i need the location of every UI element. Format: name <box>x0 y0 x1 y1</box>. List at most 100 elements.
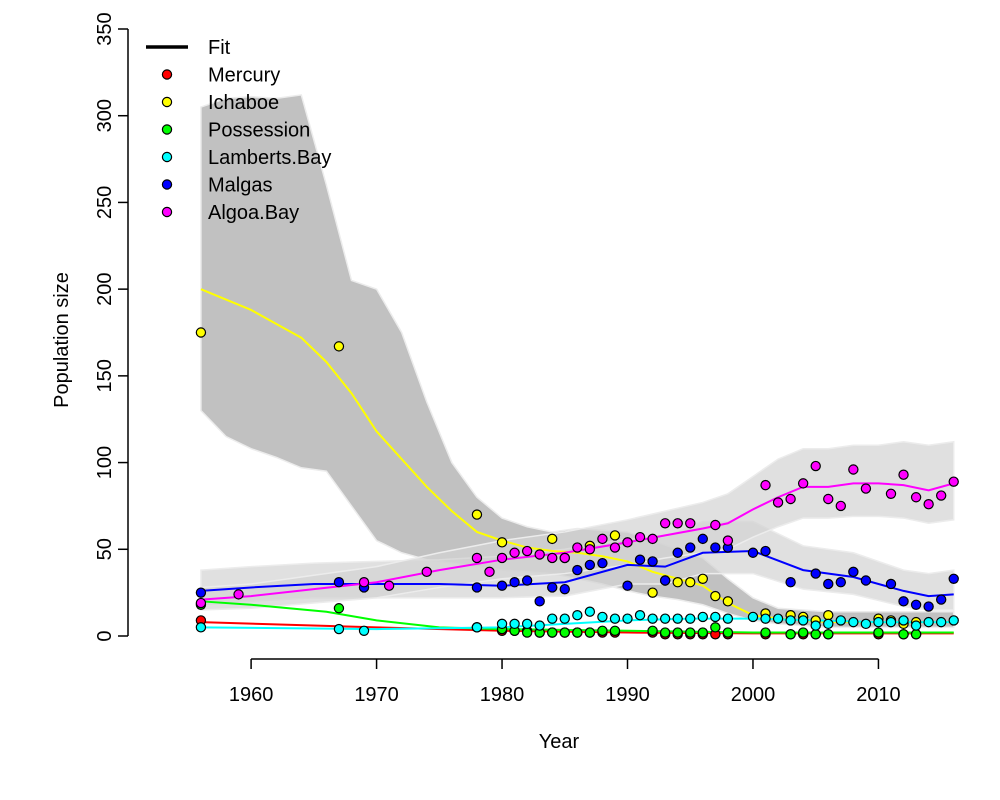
y-tick-label: 200 <box>94 272 116 305</box>
point-lamberts-bay <box>710 611 721 623</box>
point-possession <box>810 629 821 640</box>
point-malgas <box>910 599 922 610</box>
point-lamberts-bay <box>659 613 671 624</box>
point-possession <box>559 627 570 638</box>
point-algoa-bay <box>609 542 621 553</box>
point-lamberts-bay <box>785 615 796 626</box>
legend-label-algoa-bay: Algoa.Bay <box>208 202 299 224</box>
point-algoa-bay <box>534 549 545 560</box>
point-algoa-bay <box>860 483 872 494</box>
x-axis-title: Year <box>539 731 580 753</box>
point-lamberts-bay <box>195 622 207 633</box>
point-possession <box>823 629 834 640</box>
point-algoa-bay <box>584 544 596 555</box>
point-lamberts-bay <box>948 615 959 626</box>
point-ichaboe <box>722 596 734 607</box>
point-algoa-bay <box>772 497 784 508</box>
point-lamberts-bay <box>835 615 847 626</box>
legend-marker-ichaboe <box>161 96 173 108</box>
point-lamberts-bay <box>860 618 872 630</box>
x-tick-label: 1980 <box>480 684 525 706</box>
point-possession <box>572 627 583 638</box>
point-lamberts-bay <box>521 618 533 630</box>
point-lamberts-bay <box>534 620 545 631</box>
point-possession <box>697 627 708 638</box>
point-algoa-bay <box>634 531 646 543</box>
point-ichaboe <box>685 577 696 588</box>
point-malgas <box>923 601 934 612</box>
point-possession <box>710 622 721 633</box>
point-algoa-bay <box>835 500 847 512</box>
axes: 1960 1970 1980 1990 2000 2010 0 50 100 150 200 250 3… <box>94 12 901 706</box>
point-ichaboe <box>647 587 658 598</box>
point-ichaboe <box>697 573 708 584</box>
x-tick-label: 2010 <box>856 684 901 706</box>
point-lamberts-bay <box>333 623 345 635</box>
point-malgas <box>634 554 646 565</box>
point-lamberts-bay <box>584 606 596 617</box>
point-possession <box>873 627 884 638</box>
point-possession <box>659 627 671 638</box>
point-lamberts-bay <box>923 616 934 628</box>
point-algoa-bay <box>233 589 244 600</box>
x-tick-label: 1960 <box>229 684 274 706</box>
point-algoa-bay <box>672 518 683 529</box>
point-algoa-bay <box>760 479 771 491</box>
point-malgas <box>710 542 721 553</box>
point-algoa-bay <box>823 493 834 505</box>
y-tick-label: 100 <box>94 446 116 479</box>
point-lamberts-bay <box>572 609 583 621</box>
point-algoa-bay <box>572 542 583 553</box>
point-lamberts-bay <box>760 613 771 624</box>
point-algoa-bay <box>559 552 570 564</box>
point-malgas <box>496 580 508 591</box>
point-lamberts-bay <box>797 615 809 626</box>
x-tick-label: 2000 <box>731 684 776 706</box>
point-algoa-bay <box>496 552 508 564</box>
point-possession <box>898 629 909 640</box>
point-possession <box>797 627 809 638</box>
point-malgas <box>659 575 671 586</box>
point-algoa-bay <box>358 577 370 588</box>
y-tick-label: 0 <box>94 630 116 641</box>
point-lamberts-bay <box>471 622 483 633</box>
point-malgas <box>848 566 859 578</box>
point-malgas <box>547 582 558 593</box>
point-malgas <box>521 575 533 586</box>
point-possession <box>760 627 771 638</box>
y-tick-label: 150 <box>94 359 116 392</box>
point-ichaboe <box>710 590 721 602</box>
point-possession <box>672 627 683 638</box>
x-tick-label: 1970 <box>354 684 399 706</box>
point-malgas <box>195 587 207 598</box>
point-algoa-bay <box>810 460 821 472</box>
point-possession <box>722 627 734 638</box>
point-malgas <box>885 578 897 590</box>
point-possession <box>910 629 922 640</box>
point-algoa-bay <box>948 476 959 487</box>
point-lamberts-bay <box>910 620 922 631</box>
point-ichaboe <box>672 577 683 588</box>
legend-marker-mercury <box>161 69 173 80</box>
point-algoa-bay <box>935 490 947 501</box>
point-algoa-bay <box>521 545 533 557</box>
data-points <box>195 327 959 640</box>
point-lamberts-bay <box>823 618 834 630</box>
point-lamberts-bay <box>810 620 821 631</box>
point-malgas <box>685 542 696 553</box>
point-malgas <box>935 594 947 605</box>
point-lamberts-bay <box>597 611 608 623</box>
point-algoa-bay <box>785 493 796 505</box>
point-malgas <box>584 559 596 571</box>
point-ichaboe <box>496 537 508 548</box>
point-algoa-bay <box>484 566 495 578</box>
point-lamberts-bay <box>848 616 859 628</box>
legend-marker-malgas <box>161 179 173 190</box>
point-lamberts-bay <box>935 616 947 628</box>
point-malgas <box>572 564 583 576</box>
point-malgas <box>509 577 520 588</box>
point-malgas <box>835 577 847 588</box>
point-ichaboe <box>547 533 558 545</box>
point-algoa-bay <box>421 566 432 578</box>
point-lamberts-bay <box>672 613 683 624</box>
